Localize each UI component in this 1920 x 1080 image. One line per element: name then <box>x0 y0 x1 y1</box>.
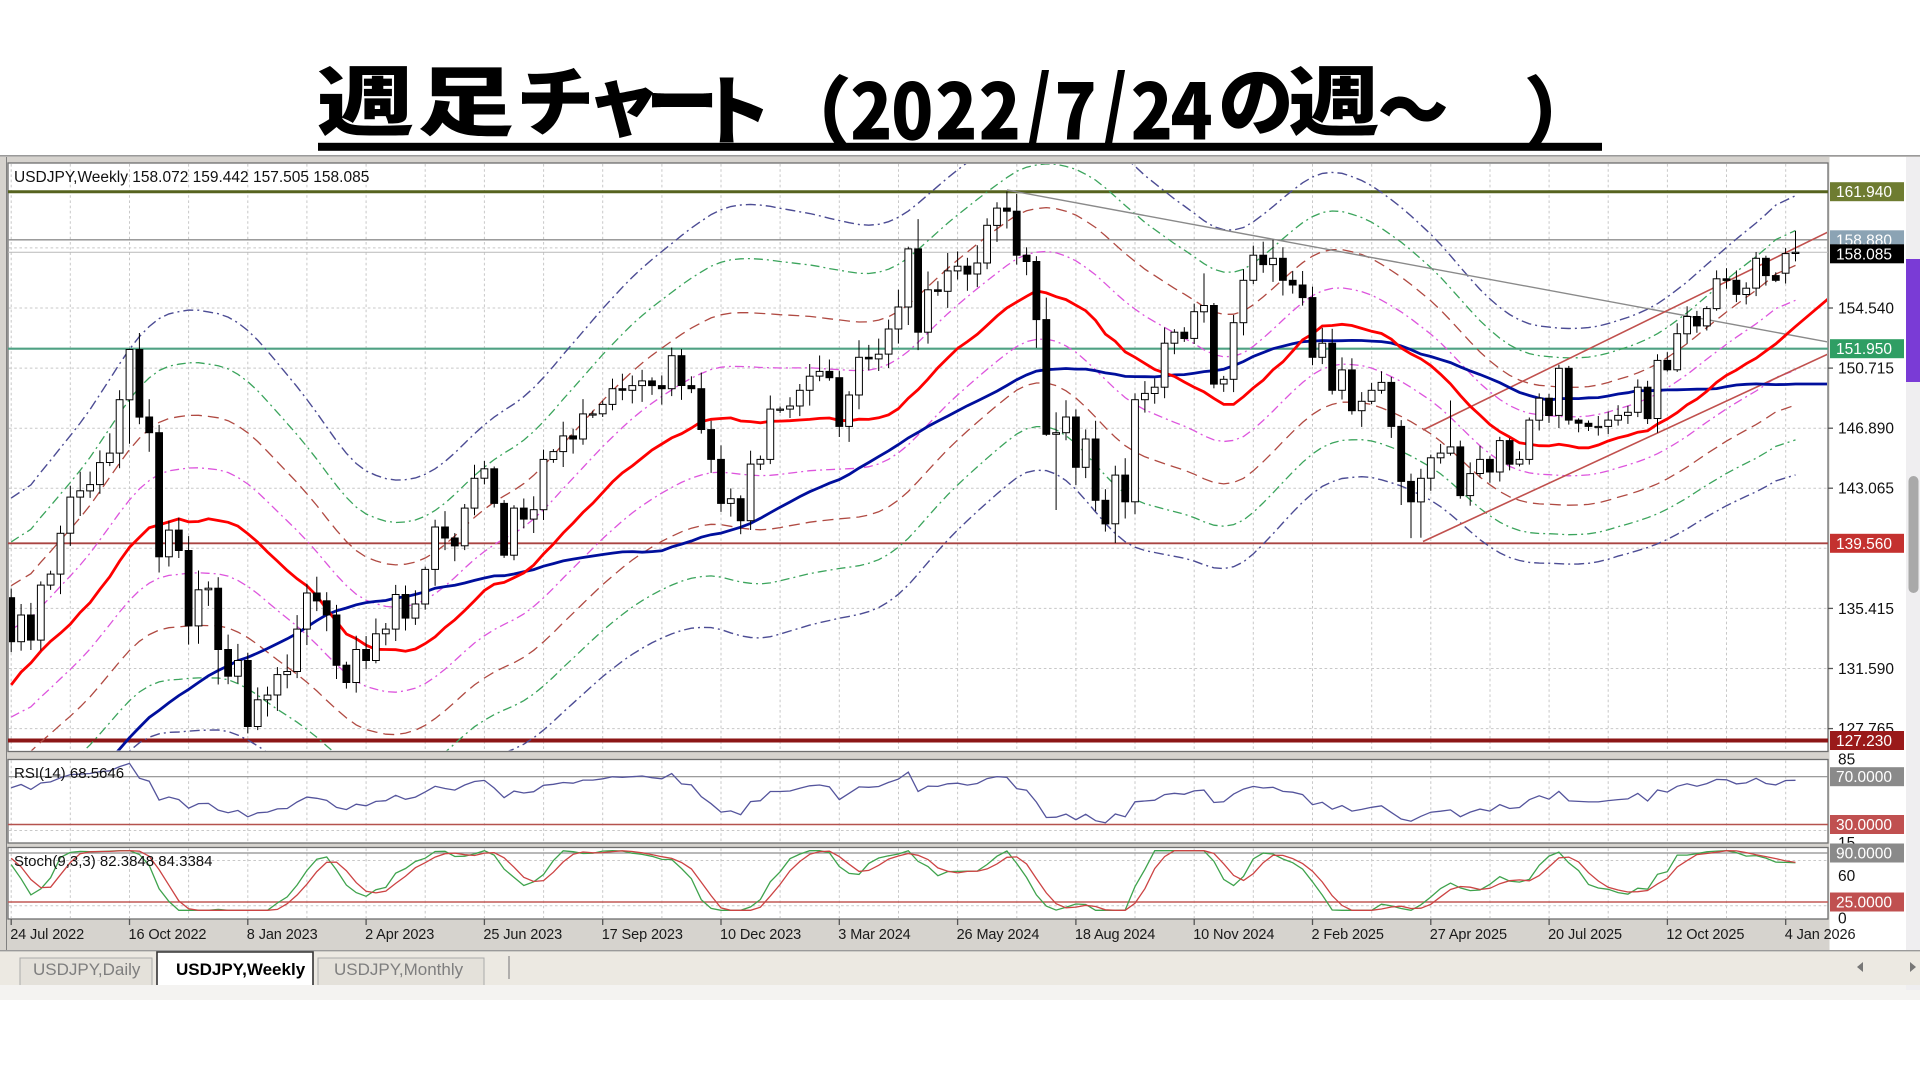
svg-text:24 Jul 2022: 24 Jul 2022 <box>10 927 84 943</box>
svg-text:158.085: 158.085 <box>1836 246 1892 263</box>
svg-text:18 Aug 2024: 18 Aug 2024 <box>1075 927 1155 943</box>
svg-text:20 Jul 2025: 20 Jul 2025 <box>1548 927 1622 943</box>
svg-text:USDJPY,Monthly: USDJPY,Monthly <box>334 960 464 979</box>
svg-text:USDJPY,Weekly 158.072 159.442: USDJPY,Weekly 158.072 159.442 157.505 15… <box>14 169 369 186</box>
svg-text:25.0000: 25.0000 <box>1836 895 1892 912</box>
svg-text:85: 85 <box>1838 751 1855 768</box>
svg-text:151.950: 151.950 <box>1836 341 1892 358</box>
svg-text:25 Jun 2023: 25 Jun 2023 <box>483 927 562 943</box>
svg-text:3 Mar 2024: 3 Mar 2024 <box>838 927 910 943</box>
svg-text:10 Dec 2023: 10 Dec 2023 <box>720 927 801 943</box>
svg-text:161.940: 161.940 <box>1836 184 1892 201</box>
svg-text:135.415: 135.415 <box>1838 601 1894 618</box>
svg-text:2 Apr 2023: 2 Apr 2023 <box>365 927 434 943</box>
svg-text:12 Oct 2025: 12 Oct 2025 <box>1666 927 1744 943</box>
svg-text:30.0000: 30.0000 <box>1836 817 1892 834</box>
svg-text:RSI(14) 68.5646: RSI(14) 68.5646 <box>14 765 124 782</box>
svg-text:4 Jan 2026: 4 Jan 2026 <box>1785 927 1856 943</box>
svg-text:70.0000: 70.0000 <box>1836 769 1892 786</box>
svg-text:150.715: 150.715 <box>1838 361 1894 378</box>
svg-text:127.230: 127.230 <box>1836 733 1892 750</box>
svg-text:8 Jan 2023: 8 Jan 2023 <box>247 927 318 943</box>
svg-text:60: 60 <box>1838 868 1856 885</box>
svg-text:146.890: 146.890 <box>1838 421 1894 438</box>
svg-text:USDJPY,Weekly: USDJPY,Weekly <box>176 960 306 979</box>
svg-text:Stoch(9,3,3) 82.3848 84.3384: Stoch(9,3,3) 82.3848 84.3384 <box>14 853 213 870</box>
svg-text:26 May 2024: 26 May 2024 <box>957 927 1040 943</box>
svg-text:10 Nov 2024: 10 Nov 2024 <box>1193 927 1274 943</box>
svg-text:2 Feb 2025: 2 Feb 2025 <box>1312 927 1384 943</box>
svg-text:154.540: 154.540 <box>1838 301 1894 318</box>
svg-text:139.560: 139.560 <box>1836 536 1892 553</box>
svg-text:143.065: 143.065 <box>1838 481 1894 498</box>
svg-text:131.590: 131.590 <box>1838 661 1894 678</box>
svg-text:17 Sep 2023: 17 Sep 2023 <box>602 927 683 943</box>
svg-text:USDJPY,Daily: USDJPY,Daily <box>33 960 141 979</box>
svg-text:27 Apr 2025: 27 Apr 2025 <box>1430 927 1507 943</box>
svg-text:0: 0 <box>1838 910 1847 927</box>
svg-text:90.0000: 90.0000 <box>1836 846 1892 863</box>
svg-text:16 Oct 2022: 16 Oct 2022 <box>129 927 207 943</box>
